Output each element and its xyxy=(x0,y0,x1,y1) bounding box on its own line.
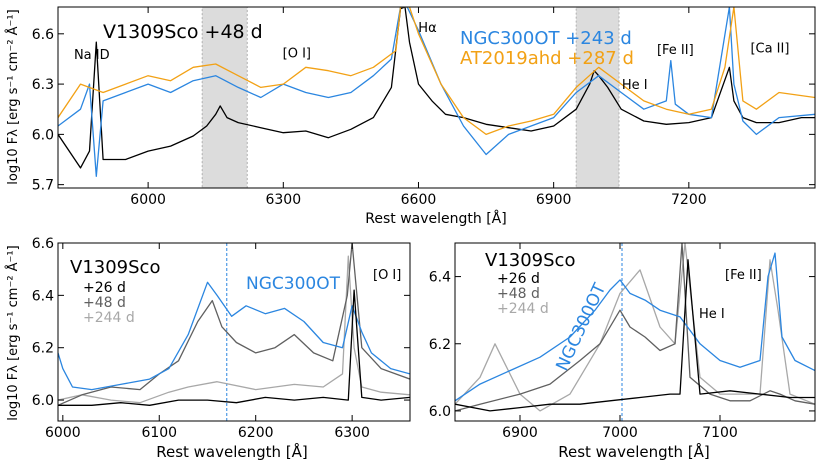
x-tick-label: 6000 xyxy=(45,425,81,441)
br-hei-label: He I xyxy=(699,307,725,322)
x-tick-label: 6600 xyxy=(401,192,437,208)
series-244-d xyxy=(455,243,815,412)
y-tick-label: 6.4 xyxy=(32,288,54,304)
x-tick-label: 6100 xyxy=(141,425,177,441)
annotation-o-i: [O I] xyxy=(283,46,311,61)
y-tick-label: 6.6 xyxy=(32,236,54,252)
panel-br-background xyxy=(455,243,815,421)
y-tick-label: 6.0 xyxy=(32,393,54,409)
series-v1309sco-48-d xyxy=(58,7,815,169)
annotation-h: Hα xyxy=(418,21,436,36)
series-ngc300ot xyxy=(455,252,815,402)
series-at2019ahd-287-d xyxy=(58,7,815,136)
series-ngc300ot-243-d xyxy=(58,7,815,177)
annotation-he-i: He I xyxy=(622,78,648,93)
x-tick-label: 6900 xyxy=(502,425,538,441)
bl-xlabel: Rest wavelength [Å] xyxy=(156,442,308,461)
y-tick-label: 6.0 xyxy=(429,404,451,420)
shaded-region-2 xyxy=(575,7,620,188)
top-ylabel: log10 Fλ [erg s⁻¹ cm⁻² Å⁻¹] xyxy=(5,9,21,184)
spectra-lines xyxy=(58,243,410,421)
y-tick-label: 6.6 xyxy=(32,27,54,43)
x-tick-label: 6300 xyxy=(265,192,301,208)
br-xlabel: Rest wavelength [Å] xyxy=(558,442,710,461)
spectra-lines xyxy=(455,243,815,421)
y-tick-label: 6.2 xyxy=(429,337,451,353)
x-tick-label: 6000 xyxy=(130,192,166,208)
panel-bottom-left: 6000 6100 6200 6300 6.0 6.2 6.4 6.6 V1309Sco +2… xyxy=(5,236,411,461)
panel-top: 6000 6300 6600 6900 7200 5.7 6.0 6.3 6.6 V1309Sc… xyxy=(5,6,816,227)
series-26-d xyxy=(455,259,815,412)
panel-br-frame xyxy=(454,242,816,422)
bl-ngc300ot-label: NGC300OT xyxy=(246,274,341,294)
line-annotations: Na ID [O I] Hα He I [Fe II] [Ca II] xyxy=(74,21,789,93)
x-tick-label: 7000 xyxy=(602,425,638,441)
x-tick-label: 6300 xyxy=(334,425,370,441)
panel-bl-frame xyxy=(57,242,411,422)
panel-top-frame xyxy=(57,6,816,189)
shaded-regions xyxy=(201,7,620,188)
shaded-region-1 xyxy=(201,7,248,188)
br-feii-label: [Fe II] xyxy=(725,268,762,283)
panel-top-background xyxy=(58,7,815,188)
series-48-d xyxy=(455,243,815,412)
annotation-fe-ii: [Fe II] xyxy=(657,43,694,58)
bl-title: V1309Sco xyxy=(70,257,160,278)
br-legend-26d: +26 d xyxy=(497,271,540,287)
axis-ticks: 6900 7000 7100 6.0 6.2 6.4 xyxy=(429,243,815,441)
x-tick-label: 6900 xyxy=(536,192,572,208)
x-tick-label: 6200 xyxy=(238,425,274,441)
br-legend-48d: +48 d xyxy=(497,286,540,302)
series-48-d xyxy=(58,243,410,406)
top-legend-at2019ahd: AT2019ahd +287 d xyxy=(460,48,634,69)
bl-legend-26d: +26 d xyxy=(83,280,126,296)
top-title: V1309Sco +48 d xyxy=(103,21,263,43)
y-tick-label: 5.7 xyxy=(32,178,54,194)
y-tick-label: 6.3 xyxy=(32,77,54,93)
x-tick-label: 7200 xyxy=(671,192,707,208)
br-title: V1309Sco xyxy=(485,250,575,271)
y-tick-label: 6.2 xyxy=(32,341,54,357)
bl-ylabel: log10 Fλ [erg s⁻¹ cm⁻² Å⁻¹] xyxy=(5,245,21,420)
bl-oi-label: [O I] xyxy=(373,268,401,283)
y-tick-label: 6.4 xyxy=(429,270,451,286)
bl-legend-244d: +244 d xyxy=(83,310,135,326)
y-tick-label: 6.0 xyxy=(32,127,54,143)
spectra-lines xyxy=(58,7,815,177)
annotation-na-id: Na ID xyxy=(74,48,110,63)
bl-legend-48d: +48 d xyxy=(83,295,126,311)
axis-ticks: 6000 6100 6200 6300 6.0 6.2 6.4 6.6 xyxy=(32,236,410,441)
panel-bottom-right: 6900 7000 7100 6.0 6.2 6.4 V1309Sco +26 d +48… xyxy=(429,242,816,461)
top-legend-ngc300ot: NGC300OT +243 d xyxy=(460,28,632,49)
series-244-d xyxy=(58,255,410,404)
x-tick-label: 7100 xyxy=(702,425,738,441)
top-xlabel: Rest wavelength [Å] xyxy=(365,210,506,227)
annotation-ca-ii: [Ca II] xyxy=(750,41,789,56)
br-legend-244d: +244 d xyxy=(497,301,549,317)
series-ngc300ot xyxy=(58,281,410,391)
series-26-d xyxy=(58,289,410,406)
axis-ticks: 6000 6300 6600 6900 7200 5.7 6.0 6.3 6.6 xyxy=(32,7,815,208)
